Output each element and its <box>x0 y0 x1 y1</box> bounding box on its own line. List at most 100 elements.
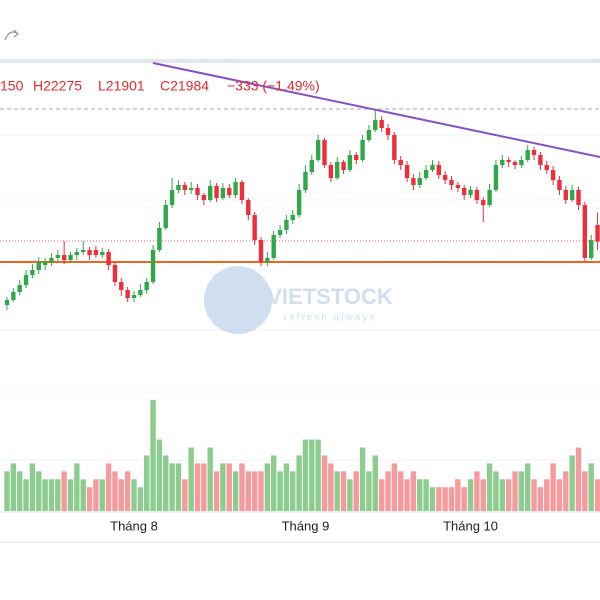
volume-bar <box>55 479 61 511</box>
volume-bar <box>505 479 512 511</box>
ohlc-header-item: L21901 <box>98 78 145 94</box>
candle-body <box>277 230 283 235</box>
volume-bar <box>169 463 175 511</box>
candle-body <box>493 165 499 190</box>
candle-body <box>576 190 581 205</box>
candle-body <box>563 190 568 200</box>
volume-bar <box>112 471 118 511</box>
volume-bar <box>36 471 42 511</box>
volume-bar <box>474 471 480 511</box>
candle-body <box>589 240 594 258</box>
volume-bar <box>48 479 55 511</box>
ohlc-header-item: 150 <box>0 78 24 94</box>
ohlc-header: 150 H22275 L21901 C21984 −333 (−1.49%) <box>0 78 320 94</box>
volume-bar <box>309 439 315 511</box>
volume-bar <box>525 463 531 511</box>
volume-bar <box>315 439 321 511</box>
volume-bar <box>480 479 486 511</box>
candle-body <box>220 188 226 198</box>
candle-body <box>519 160 524 165</box>
candle-body <box>100 252 105 255</box>
candle-body <box>303 172 308 190</box>
volume-bar <box>99 479 105 511</box>
candle-body <box>252 215 257 240</box>
candle-body <box>347 155 353 170</box>
candle-body <box>385 128 391 135</box>
candle-body <box>163 205 168 228</box>
volume-bar <box>518 471 525 511</box>
volume-bar <box>213 471 220 511</box>
volume-bar <box>220 463 226 511</box>
volume-bar <box>512 471 518 511</box>
volume-bar <box>531 479 537 511</box>
candle-body <box>512 162 518 165</box>
volume-bar <box>556 479 563 511</box>
volume-bar <box>417 479 423 511</box>
volume-bar <box>588 463 594 511</box>
volume-bar <box>493 471 499 511</box>
candle-body <box>544 165 549 170</box>
candle-body <box>455 185 461 188</box>
volume-bar <box>226 463 232 511</box>
volume-bar <box>207 447 213 511</box>
candle-body <box>106 252 111 265</box>
candle-body <box>531 150 537 155</box>
candle-body <box>525 150 530 160</box>
candle-body <box>42 262 48 265</box>
volume-bar <box>175 463 182 511</box>
volume-bar <box>23 479 29 511</box>
volume-bar <box>194 463 201 511</box>
x-tick-label: Tháng 8 <box>110 518 158 533</box>
volume-bar <box>277 471 283 511</box>
volume-bar <box>385 471 391 511</box>
volume-bar <box>61 471 67 511</box>
candle-body <box>595 225 600 242</box>
volume-bar <box>74 463 80 511</box>
volume-bar <box>124 471 131 511</box>
candle-body <box>265 258 270 262</box>
volume-bar <box>163 455 169 511</box>
volume-bar <box>271 455 277 511</box>
volume-bar <box>251 471 258 511</box>
volume-bar <box>423 479 429 511</box>
candle-body <box>442 175 448 180</box>
volume-bar <box>340 471 347 511</box>
candle-body <box>11 292 16 300</box>
volume-bar <box>499 479 505 511</box>
candle-body <box>157 228 162 250</box>
volume-bar <box>131 479 137 511</box>
volume-bar <box>188 447 194 511</box>
candle-body <box>195 188 200 195</box>
volume-bar <box>182 479 188 511</box>
volume-bar <box>569 455 575 511</box>
redo-icon[interactable] <box>4 29 19 41</box>
candle-body <box>74 252 80 255</box>
candle-body <box>569 190 575 200</box>
candle-body <box>119 282 124 290</box>
volume-bar <box>582 471 588 511</box>
volume-bar <box>537 487 544 511</box>
candle-body <box>335 162 340 178</box>
candle-body <box>360 140 365 160</box>
candle-body <box>481 200 486 205</box>
trend-line <box>152 62 600 158</box>
candle-body <box>49 258 54 262</box>
volume-bar <box>448 487 455 511</box>
volume-bar <box>245 471 251 511</box>
candle-body <box>284 220 289 230</box>
volume-bar <box>334 471 340 511</box>
candle-body <box>30 270 35 275</box>
candle-body <box>258 240 264 262</box>
volume-bar <box>137 487 144 511</box>
candle-body <box>315 140 321 160</box>
volume-bar <box>404 479 410 511</box>
volume-bar <box>486 463 493 511</box>
candle-body <box>239 182 245 200</box>
candle-body <box>271 235 276 258</box>
candle-body <box>309 160 314 172</box>
candle-body <box>290 215 295 220</box>
volume-bar <box>156 439 163 511</box>
volume-bar <box>302 439 309 511</box>
candle-body <box>500 160 505 165</box>
